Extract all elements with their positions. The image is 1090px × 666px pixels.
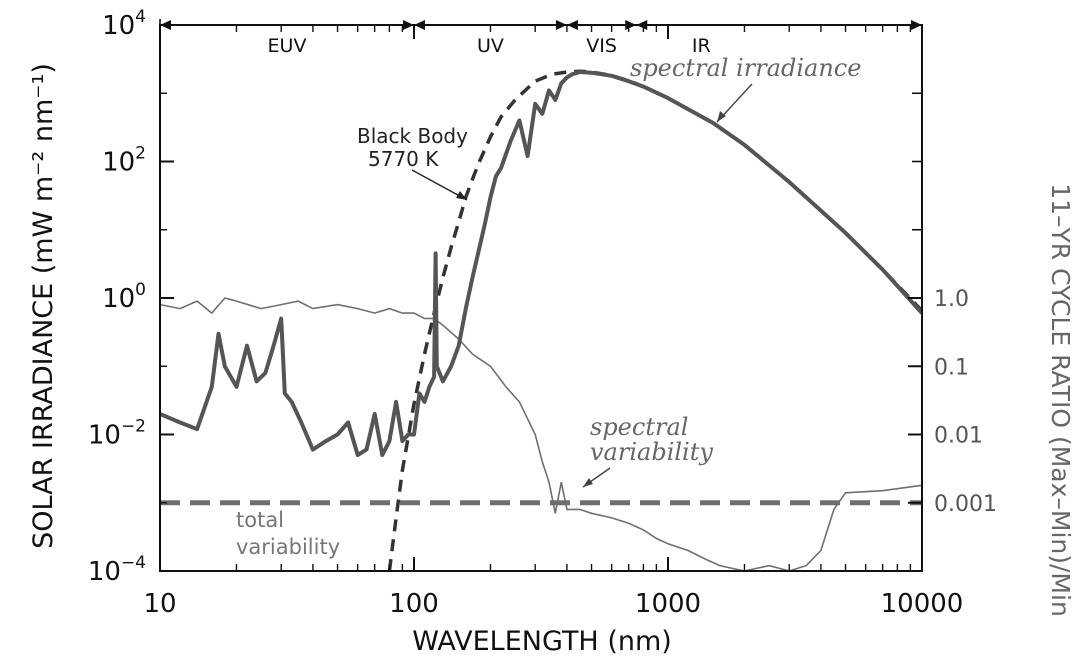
y-right-tick-label: 1.0 — [934, 287, 969, 312]
ticks-layer: 10 100 1000 10000 10−4 10−2 100 102 104 1.0 0.1 0.0… — [88, 7, 997, 619]
x-tick-label: 1000 — [635, 589, 701, 619]
x-tick-label: 10000 — [881, 589, 964, 619]
y-right-axis-title: 11–YR CYCLE RATIO (Max–Min)/Min — [1046, 183, 1075, 617]
series-black-body — [387, 69, 922, 571]
spectral-irradiance-label: spectral irradiance — [630, 54, 861, 82]
spectral-variability-label-line1: spectral — [590, 413, 688, 441]
region-label-uv: UV — [477, 35, 504, 57]
region-arrow-left — [414, 20, 425, 30]
total-variability-label-line1: total — [236, 508, 284, 532]
black-body-arrowhead — [456, 191, 467, 200]
x-tick-label: 100 — [389, 589, 439, 619]
region-arrow-left — [636, 20, 648, 30]
series-spectral-irradiance — [160, 70, 922, 457]
spectral-variability-label-line2: variability — [590, 438, 713, 466]
series-layer — [160, 69, 922, 571]
spectral-irradiance-annotation: spectral irradiance — [630, 54, 861, 123]
black-body-annotation: Black Body 5770 K — [357, 124, 468, 201]
region-arrow-right — [625, 20, 637, 30]
region-arrow-left — [160, 20, 171, 30]
y-right-tick-label: 0.001 — [934, 492, 997, 517]
plot-border — [159, 24, 923, 572]
y-right-tick-label: 0.1 — [934, 355, 969, 380]
region-arrow-left — [566, 20, 578, 30]
region-bar: EUV UV VIS IR — [159, 19, 922, 57]
black-body-label: Black Body — [357, 124, 468, 148]
plot-frame — [159, 24, 923, 572]
spectral-variability-arrowhead — [583, 478, 593, 487]
x-tick-label: 10 — [143, 589, 176, 619]
y-tick-label: 10−4 — [88, 553, 146, 587]
y-axis-title: SOLAR IRRADIANCE (mW m⁻² nm⁻¹) — [28, 63, 59, 549]
series-spectral-variability — [160, 297, 922, 571]
region-label-ir: IR — [692, 35, 711, 57]
region-arrow-right — [555, 20, 567, 30]
region-arrow-right — [403, 20, 414, 30]
y-tick-label: 100 — [102, 280, 146, 314]
spectral-irradiance-arrowhead — [717, 111, 726, 122]
region-label-vis: VIS — [586, 35, 617, 57]
spectral-variability-annotation: spectral variability — [582, 413, 713, 488]
total-variability-annotation: total variability — [236, 508, 340, 559]
x-axis-title: WAVELENGTH (nm) — [412, 626, 672, 657]
y-right-tick-label: 0.01 — [934, 424, 983, 449]
y-tick-label: 104 — [102, 7, 146, 41]
region-arrow-right — [911, 20, 922, 30]
black-body-temperature: 5770 K — [368, 147, 439, 171]
total-variability-label-line2: variability — [236, 535, 340, 559]
region-label-euv: EUV — [268, 35, 307, 57]
y-tick-label: 10−2 — [88, 417, 146, 451]
y-tick-label: 102 — [102, 144, 146, 178]
